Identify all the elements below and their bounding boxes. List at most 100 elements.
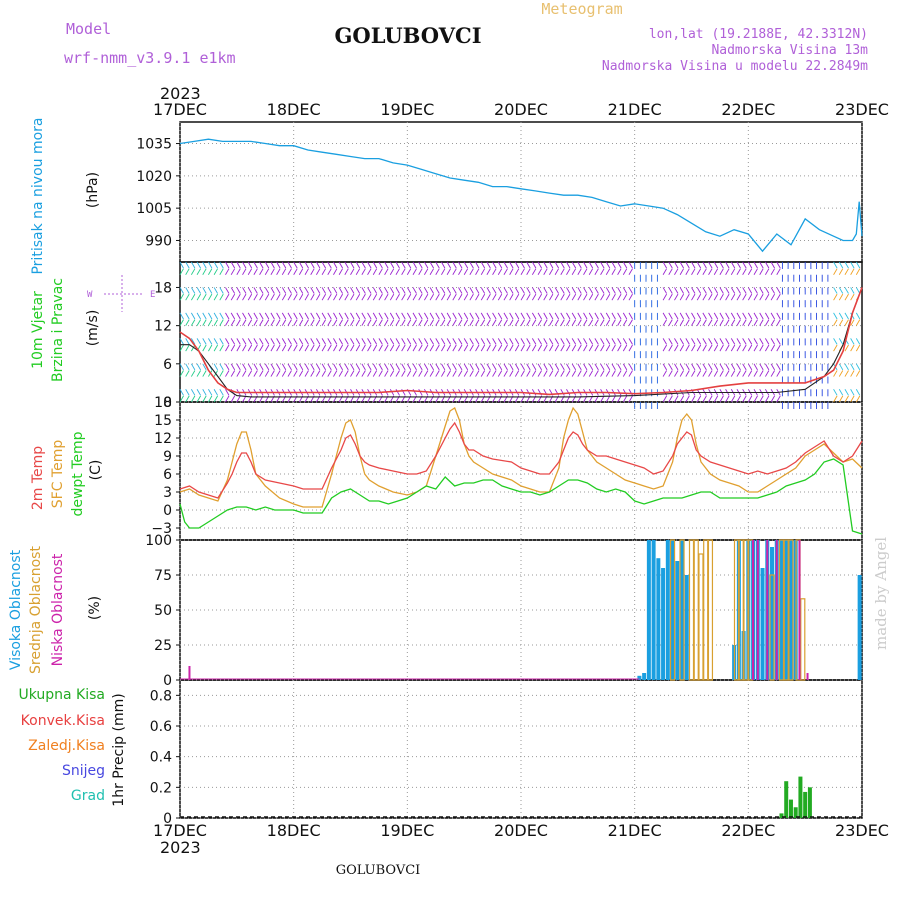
wind-barb [247, 293, 253, 301]
wind-barb [435, 293, 440, 301]
wind-barb [230, 338, 236, 345]
wind-barb [702, 319, 707, 326]
y-tick-label-0: 0 [163, 395, 172, 411]
wind-barb [384, 293, 389, 301]
wind-barb [543, 338, 548, 345]
wind-barb [594, 363, 599, 371]
wind-barb [776, 312, 781, 320]
wind-barb [264, 268, 270, 275]
wind-barb [600, 268, 605, 275]
wind-barb [503, 344, 508, 352]
wind-barb [452, 344, 457, 352]
wind-barb [742, 287, 747, 294]
wind-barb [776, 395, 781, 403]
wind-barb [202, 319, 207, 326]
wind-barb [685, 338, 690, 345]
cloud-bar-low [188, 666, 191, 680]
wind-barb [747, 395, 753, 403]
wind-barb [543, 312, 548, 320]
wind-barb [475, 370, 480, 377]
wind-barb [225, 363, 230, 371]
wind-barb [412, 268, 417, 275]
wind-barb [253, 370, 258, 377]
wind-barb [281, 363, 287, 371]
wind-barb [338, 261, 343, 269]
wind-barb [219, 261, 224, 269]
wind-barb [691, 261, 696, 269]
wind-barb [503, 370, 508, 377]
footer-station: GOLUBOVCI [336, 863, 421, 878]
wind-barb [213, 268, 218, 275]
wind-barb [475, 344, 480, 352]
wind-barb [196, 293, 201, 301]
wind-barb [770, 338, 775, 345]
wind-barb [418, 389, 423, 396]
wind-barb [361, 312, 366, 320]
wind-barb [691, 287, 696, 294]
wind-barb [259, 287, 264, 294]
wind-barb [469, 287, 474, 294]
wind-barb [736, 395, 741, 403]
wind-barb [503, 312, 508, 320]
wind-barb [202, 261, 207, 269]
wind-barb [350, 338, 355, 345]
wind-barb [344, 319, 349, 326]
wind-barb [293, 312, 298, 320]
wind-barb [236, 370, 241, 377]
precip-unit: 1hr Precip (mm) [111, 693, 127, 806]
wind-barb [469, 268, 474, 275]
wind-barb [406, 287, 412, 294]
wind-barb [577, 370, 582, 377]
wind-barb [702, 293, 707, 301]
wind-barb [531, 389, 537, 396]
y-tick-label-0.8: 0.8 [150, 688, 172, 704]
wind-barb [611, 261, 616, 269]
wind-barb [526, 319, 531, 326]
wind-barb [458, 319, 463, 326]
wind-barb [321, 344, 326, 352]
wind-barb [480, 338, 486, 345]
wind-barb [486, 370, 491, 377]
wind-barb [202, 363, 207, 371]
wind-barb [605, 395, 611, 403]
wind-barb [213, 395, 218, 403]
wind-barb [480, 293, 486, 301]
wind-barb [611, 268, 616, 275]
wind-barb [554, 312, 559, 320]
wind-barb [583, 344, 588, 352]
model-elevation-label: Nadmorska Visina u modelu 22.2849m [602, 59, 868, 74]
wind-barb [838, 319, 844, 326]
wind-barb [753, 319, 758, 326]
wind-barb [401, 312, 406, 320]
wind-barb [611, 312, 616, 320]
wind-barb [742, 395, 747, 403]
wind-barb [531, 261, 537, 269]
wind-barb [600, 338, 605, 345]
wind-barb [236, 312, 241, 320]
wind-barb [855, 363, 861, 371]
wind-barb [253, 268, 258, 275]
wind-barb [429, 338, 434, 345]
wind-barb [583, 319, 588, 326]
wind-barb [730, 338, 736, 345]
y-tick-label-9: 9 [163, 449, 172, 465]
wind-barb [730, 261, 736, 269]
wind-barb [208, 319, 213, 326]
wind-barb [355, 363, 361, 371]
precip-legend-conv: Konvek.Kisa [21, 713, 105, 729]
wind-barb [850, 344, 855, 352]
wind-barb [458, 363, 463, 371]
wind-barb [719, 312, 724, 320]
wind-barb [310, 363, 315, 371]
wind-barb [389, 312, 395, 320]
wind-barb [838, 312, 844, 320]
wind-barb [549, 293, 554, 301]
wind-barb [304, 268, 309, 275]
wind-barb [463, 363, 469, 371]
wind-barb [742, 338, 747, 345]
wind-barb [531, 319, 537, 326]
wind-barb [185, 293, 190, 301]
wind-barb [338, 293, 343, 301]
wind-barb [208, 261, 213, 269]
wind-barb [253, 363, 258, 371]
